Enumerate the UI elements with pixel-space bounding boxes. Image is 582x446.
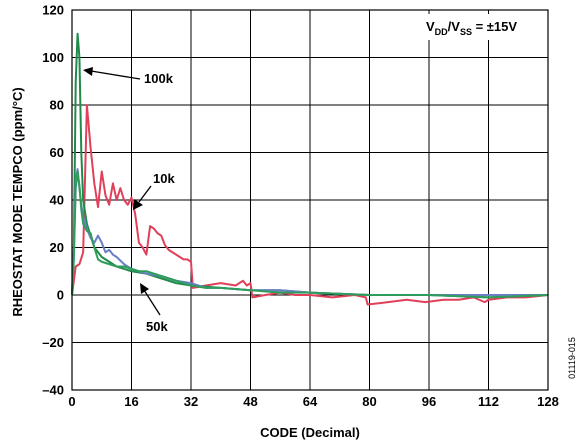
annotation-50k: 50k — [140, 283, 168, 334]
y-tick-label: 120 — [42, 3, 64, 18]
y-tick-label: 40 — [50, 193, 64, 208]
x-tick-label: 16 — [124, 394, 138, 409]
x-tick-label: 32 — [184, 394, 198, 409]
condition-background — [418, 14, 544, 40]
x-tick-label: 48 — [243, 394, 257, 409]
x-tick-label: 112 — [478, 394, 499, 409]
y-tick-label: –40 — [42, 383, 64, 398]
y-axis-title: RHEOSTAT MODE TEMPCO (ppm/°C) — [10, 87, 25, 316]
annotation-100k-arrow — [90, 70, 141, 80]
annotation-10k-arrow — [138, 185, 152, 203]
y-tick-label: 100 — [42, 50, 64, 65]
x-tick-label: 128 — [537, 394, 559, 409]
annotation-50k-label: 50k — [146, 319, 168, 334]
y-tick-label: 60 — [50, 145, 64, 160]
annotation-10k-arrowhead — [133, 199, 143, 210]
annotation-100k: 100k — [83, 67, 174, 86]
y-tick-label: 80 — [50, 98, 64, 113]
x-tick-label: 0 — [68, 394, 75, 409]
annotation-10k-label: 10k — [153, 171, 175, 186]
y-tick-label: 20 — [50, 240, 64, 255]
x-tick-label: 96 — [422, 394, 436, 409]
condition-label: VDD/VSS = ±15V — [426, 19, 517, 37]
x-axis-title: CODE (Decimal) — [260, 425, 360, 440]
y-tick-labels: –40 –20 0 20 40 60 80 100 120 — [42, 3, 64, 398]
series-line-100k-alt — [71, 170, 549, 299]
series-line-10k — [71, 104, 549, 306]
annotation-10k: 10k — [133, 171, 175, 210]
x-tick-label: 64 — [303, 394, 318, 409]
grid-lines — [72, 10, 548, 390]
y-tick-label: 0 — [57, 288, 64, 303]
y-tick-label: –20 — [42, 335, 64, 350]
series-group — [71, 32, 549, 306]
annotation-100k-arrowhead — [83, 67, 93, 76]
x-tick-labels: 0 16 32 48 64 80 96 112 128 — [68, 394, 558, 409]
figure-id: 01119-015 — [567, 337, 577, 379]
plot-frame — [71, 9, 549, 391]
annotation-50k-arrowhead — [140, 283, 149, 294]
x-tick-label: 80 — [362, 394, 376, 409]
annotation-50k-arrow — [143, 289, 161, 316]
annotation-100k-label: 100k — [144, 71, 174, 86]
